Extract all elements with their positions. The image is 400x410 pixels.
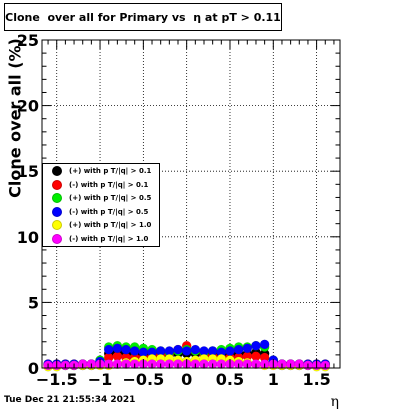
legend-marker xyxy=(52,220,62,231)
data-point xyxy=(233,344,244,355)
title-box: Clone over all for Primary vs η at pT > … xyxy=(4,3,282,31)
legend-label: (-) with p T/|q| > 0.5 xyxy=(69,207,149,216)
y-tick-label: 5 xyxy=(28,293,39,312)
x-axis-label: η xyxy=(330,394,339,410)
y-tick-label: 10 xyxy=(17,228,39,247)
y-axis-label: Clone over all (%) xyxy=(5,38,25,198)
y-tick-label: 20 xyxy=(17,97,39,116)
legend-label: (+) with p T/|q| > 0.1 xyxy=(69,167,152,175)
legend-marker xyxy=(52,179,62,190)
y-tick-label: 15 xyxy=(17,162,39,181)
legend-label: (-) with p T/|q| > 0.1 xyxy=(69,180,149,189)
data-point xyxy=(173,344,183,355)
y-tick-label: 25 xyxy=(17,31,39,50)
tick-labels: −1.5 −1 −0.5 0 0.5 1 1.5 0 5 10 15 20 25 xyxy=(17,31,331,389)
legend-marker xyxy=(52,206,62,217)
data-point xyxy=(242,343,253,354)
data-point xyxy=(112,343,123,354)
x-tick-label: 1 xyxy=(268,370,279,389)
data-point xyxy=(259,339,270,350)
chart-title: Clone over all for Primary vs η at pT > … xyxy=(5,10,281,24)
x-tick-label: 0.5 xyxy=(216,370,244,389)
legend-item: (-) with p T/|q| > 1.0 xyxy=(43,232,159,246)
data-point xyxy=(225,346,235,356)
data-point xyxy=(129,346,140,356)
x-tick-label: 0 xyxy=(181,370,192,389)
data-point xyxy=(190,344,201,355)
data-point xyxy=(251,340,261,351)
legend-item: (+) with p T/|q| > 0.1 xyxy=(43,164,159,178)
legend-marker xyxy=(52,234,62,244)
legend-item: (+) with p T/|q| > 1.0 xyxy=(43,218,159,232)
legend-label: (+) with p T/|q| > 1.0 xyxy=(69,221,152,230)
legend-label: (-) with p T/|q| > 1.0 xyxy=(69,235,149,243)
x-tick-label: 1.5 xyxy=(302,370,330,389)
legend-item: (-) with p T/|q| > 0.5 xyxy=(43,205,159,219)
y-tick-label: 0 xyxy=(28,359,39,378)
timestamp: Tue Dec 21 21:55:34 2021 xyxy=(4,395,136,405)
grid-lines xyxy=(42,39,340,369)
legend-marker xyxy=(52,193,62,204)
x-tick-label: −1 xyxy=(88,370,113,389)
data-point xyxy=(181,346,192,356)
x-tick-label: −0.5 xyxy=(122,370,164,389)
data-point xyxy=(121,344,131,355)
legend-item: (+) with p T/|q| > 0.5 xyxy=(43,191,159,205)
legend-item: (-) with p T/|q| > 0.1 xyxy=(43,178,159,192)
legend-label: (+) with p T/|q| > 0.5 xyxy=(69,194,152,203)
x-tick-label: −1.5 xyxy=(36,370,78,389)
legend-marker xyxy=(52,166,62,176)
legend: (+) with p T/|q| > 0.1 (-) with p T/|q| … xyxy=(42,163,160,247)
data-point xyxy=(103,344,114,355)
